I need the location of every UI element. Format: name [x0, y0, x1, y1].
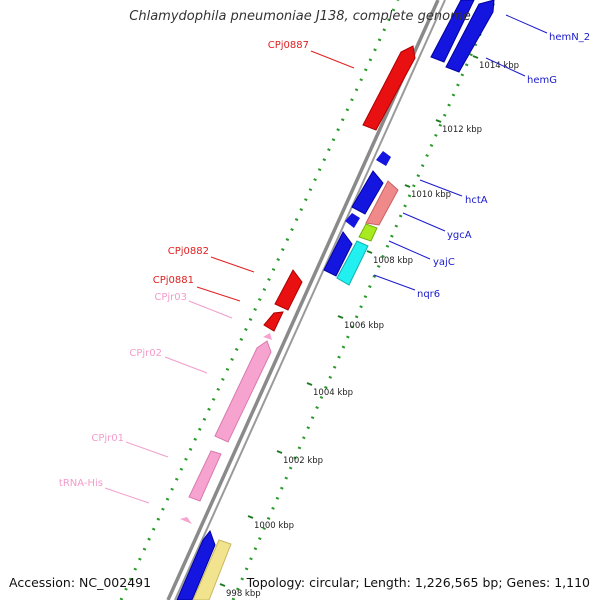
ruler-tick-label: 1000 kbp: [254, 521, 294, 531]
outer-ruler: [119, 0, 400, 600]
ruler-tick-mark: [219, 583, 226, 587]
ruler-tick-label: 1010 kbp: [411, 190, 451, 200]
label-cpjr02: CPjr02: [129, 348, 162, 359]
label-nqr6: nqr6: [417, 289, 440, 300]
ruler-tick-label: 1012 kbp: [442, 125, 482, 135]
label-trna-his: tRNA-His: [59, 478, 103, 489]
rna-cpjr03[interactable]: [263, 333, 272, 340]
ruler-tick-label: 1008 kbp: [373, 256, 413, 266]
gene-hemn-2[interactable]: [430, 0, 475, 63]
gene-bottom-blue[interactable]: [176, 529, 216, 600]
backbone-line-left: [166, 0, 440, 600]
ruler-tick-mark: [276, 450, 283, 454]
ruler-tick-label: 1002 kbp: [283, 456, 323, 466]
reverse-strand-features: [180, 45, 416, 524]
label-hcta: hctA: [465, 195, 488, 206]
label-hemg: hemG: [527, 75, 557, 86]
label-cpjr01: CPjr01: [91, 433, 124, 444]
ruler-tick-label: 1014 kbp: [479, 61, 519, 71]
gene-cpj0882[interactable]: [274, 269, 303, 311]
ruler-tick-mark: [472, 55, 479, 59]
gene-nqr6[interactable]: [336, 240, 369, 286]
callout-lines: [104, 14, 548, 504]
gene-cpj0881[interactable]: [263, 311, 284, 332]
right-labels: hemN_2 hemG hctA ygcA yajC nqr6: [417, 32, 590, 300]
gene-bottom-khaki[interactable]: [192, 539, 232, 600]
rna-cpjr01[interactable]: [188, 450, 222, 502]
label-ygca: ygcA: [447, 230, 472, 241]
ruler-tick-mark: [337, 315, 344, 319]
gene-ygca[interactable]: [365, 180, 399, 226]
gene-nqr6-blue[interactable]: [323, 231, 353, 277]
label-cpjr03: CPjr03: [154, 292, 187, 303]
left-labels: CPj0887 CPj0882 CPj0881 CPjr03 CPjr02 CP…: [59, 40, 309, 489]
ruler-tick-label: 1004 kbp: [313, 388, 353, 398]
ruler-tick-mark: [435, 119, 442, 123]
gene-cpj0887[interactable]: [362, 45, 416, 131]
ruler-tick-mark: [366, 250, 373, 254]
label-yajc: yajC: [433, 257, 455, 268]
label-hemn-2: hemN_2: [549, 32, 590, 43]
ruler-tick-mark: [306, 382, 313, 386]
gene-small-blue[interactable]: [345, 213, 360, 228]
forward-strand-features: [176, 0, 495, 600]
label-cpj0881: CPj0881: [153, 275, 194, 286]
genome-summary-text: Topology: circular; Length: 1,226,565 bp…: [246, 575, 590, 590]
inner-ruler: [231, 0, 497, 600]
rna-cpjr02[interactable]: [214, 340, 272, 443]
gene-hcta[interactable]: [351, 170, 384, 215]
map-title: Chlamydophila pneumoniae J138, complete …: [129, 9, 471, 24]
ruler-ticks: 1014 kbp 1012 kbp 1010 kbp 1008 kbp 1006 kbp…: [219, 55, 519, 599]
accession-text: Accession: NC_002491: [9, 575, 152, 590]
ruler-tick-label: 998 kbp: [226, 589, 261, 599]
label-cpj0887: CPj0887: [268, 40, 309, 51]
gene-yajc[interactable]: [358, 223, 378, 242]
gene-hemg[interactable]: [445, 0, 495, 73]
backbone-line-right: [174, 0, 446, 600]
label-cpj0882: CPj0882: [168, 246, 209, 257]
ruler-tick-mark: [404, 184, 411, 188]
ruler-tick-mark: [247, 515, 254, 519]
ruler-tick-label: 1006 kbp: [344, 321, 384, 331]
trna-his[interactable]: [180, 517, 192, 524]
gene-hcta-upper[interactable]: [376, 151, 391, 166]
